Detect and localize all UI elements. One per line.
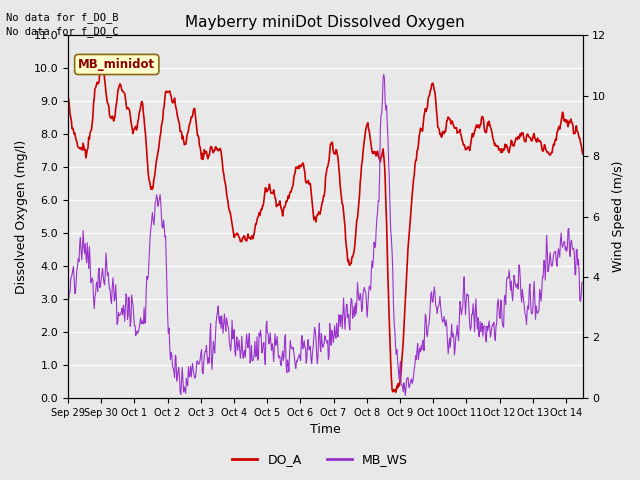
Y-axis label: Wind Speed (m/s): Wind Speed (m/s) <box>612 161 625 272</box>
Y-axis label: Dissolved Oxygen (mg/l): Dissolved Oxygen (mg/l) <box>15 140 28 294</box>
Text: No data for f_DO_C: No data for f_DO_C <box>6 26 119 37</box>
Legend: DO_A, MB_WS: DO_A, MB_WS <box>227 448 413 471</box>
Text: MB_minidot: MB_minidot <box>78 58 156 71</box>
X-axis label: Time: Time <box>310 423 340 436</box>
Text: No data for f_DO_B: No data for f_DO_B <box>6 12 119 23</box>
Title: Mayberry miniDot Dissolved Oxygen: Mayberry miniDot Dissolved Oxygen <box>186 15 465 30</box>
